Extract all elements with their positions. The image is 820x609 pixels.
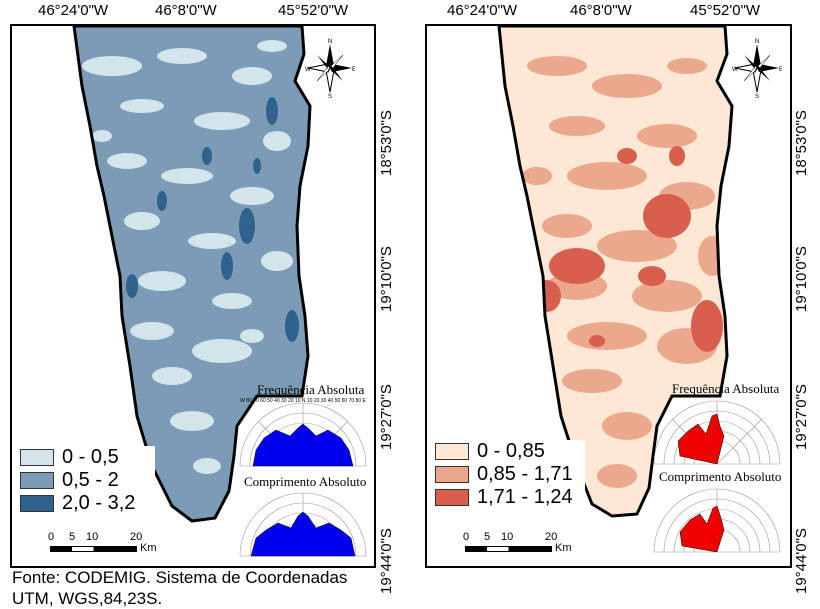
legend-item: 0 - 0,85 xyxy=(435,440,585,463)
svg-text:N: N xyxy=(328,39,332,45)
scale-unit: Km xyxy=(555,542,572,554)
svg-text:S: S xyxy=(328,94,332,98)
legend-label: 0 - 0,85 xyxy=(477,440,545,462)
right-map-panel: N S W E 0 - 0,85 0,85 - 1,71 1,71 - 1,24… xyxy=(425,24,792,568)
legend-item: 0 - 0,5 xyxy=(20,446,155,469)
coord-lat-3-left: 19°27'0"S xyxy=(378,384,395,450)
legend-label: 0,85 - 1,71 xyxy=(477,463,573,485)
rose-title-length: Comprimento Absoluto xyxy=(659,469,782,484)
rose-title-frequency: Frequência Absoluta xyxy=(672,381,780,396)
scale-20: 20 xyxy=(130,531,143,543)
scale-5: 5 xyxy=(484,531,491,543)
coord-lat-2-right: 19°10'0"S xyxy=(793,246,810,312)
rose-diagram-frequency: W 80 70 60 50 40 30 20 10 N 10 20 30 40 … xyxy=(239,398,366,467)
rose-title-length: Comprimento Absoluto xyxy=(244,474,367,489)
svg-text:W: W xyxy=(732,67,738,73)
coord-lat-4-left: 19°44'0"S xyxy=(378,528,395,594)
left-map-svg xyxy=(72,26,312,523)
rose-title-frequency: Frequência Absoluta xyxy=(257,382,365,397)
coord-top-right-3: 45°52'0"W xyxy=(690,2,761,19)
svg-text:S: S xyxy=(755,94,759,98)
scale-0: 0 xyxy=(48,531,55,543)
coord-lat-4-right: 19°44'0"S xyxy=(793,528,810,594)
legend-swatch xyxy=(20,472,54,489)
svg-text:N: N xyxy=(755,39,759,45)
svg-text:E: E xyxy=(352,67,355,73)
scale-20: 20 xyxy=(545,531,558,543)
coord-lat-3-right: 19°27'0"S xyxy=(793,384,810,450)
coord-lat-1-left: 18°53'0"S xyxy=(378,110,395,176)
coord-top-left-1: 46°24'0"W xyxy=(38,2,109,19)
source-line-2: UTM, WGS,84,23S. xyxy=(12,589,163,608)
right-legend: 0 - 0,85 0,85 - 1,71 1,71 - 1,24 xyxy=(435,440,585,515)
scale-bar xyxy=(50,546,137,552)
left-legend: 0 - 0,5 0,5 - 2 2,0 - 3,2 xyxy=(20,446,155,521)
compass-rose-icon: N S W E xyxy=(732,39,782,98)
coord-top-right-2: 46°8'0"W xyxy=(570,2,632,19)
coord-top-left-2: 46°8'0"W xyxy=(155,2,217,19)
rose-diagram-frequency xyxy=(653,400,781,465)
svg-text:W: W xyxy=(305,67,311,73)
scale-10: 10 xyxy=(501,531,514,543)
legend-swatch xyxy=(435,443,469,460)
legend-swatch xyxy=(435,466,469,483)
scale-5: 5 xyxy=(69,531,76,543)
legend-label: 2,0 - 3,2 xyxy=(62,492,136,514)
legend-item: 0,85 - 1,71 xyxy=(435,463,585,486)
svg-text:E: E xyxy=(779,67,782,73)
left-map-boundary xyxy=(72,26,312,523)
legend-item: 2,0 - 3,2 xyxy=(20,492,155,515)
scale-0: 0 xyxy=(463,531,470,543)
legend-label: 0 - 0,5 xyxy=(62,446,119,468)
scale-10: 10 xyxy=(86,531,99,543)
right-map-svg xyxy=(497,26,734,518)
legend-swatch xyxy=(435,489,469,506)
rose-diagram-length xyxy=(653,488,781,553)
legend-label: 1,71 - 1,24 xyxy=(477,486,573,508)
source-line-1: Fonte: CODEMIG. Sistema de Coordenadas xyxy=(12,568,348,587)
source-caption: Fonte: CODEMIG. Sistema de Coordenadas U… xyxy=(12,567,347,609)
legend-swatch xyxy=(20,449,54,466)
legend-item: 1,71 - 1,24 xyxy=(435,486,585,509)
rose-diagram-length xyxy=(239,492,367,557)
right-map-boundary xyxy=(497,26,734,518)
coord-lat-2-left: 19°10'0"S xyxy=(378,246,395,312)
legend-label: 0,5 - 2 xyxy=(62,469,119,491)
left-map-panel: N S W E 0 - 0,5 0,5 - 2 2,0 - 3,2 Frequê… xyxy=(10,24,376,568)
coord-top-right-1: 46°24'0"W xyxy=(447,2,518,19)
compass-rose-icon: N S W E xyxy=(305,39,355,98)
legend-swatch xyxy=(20,495,54,512)
scale-bar xyxy=(465,546,552,552)
coord-lat-1-right: 18°53'0"S xyxy=(793,110,810,176)
svg-text:W 80 70 60 50 40 30 20 10 N: W 80 70 60 50 40 30 20 10 N 10 20 30 40 … xyxy=(240,398,366,404)
scale-unit: Km xyxy=(140,542,157,554)
coord-top-left-3: 45°52'0"W xyxy=(278,2,349,19)
legend-item: 0,5 - 2 xyxy=(20,469,155,492)
